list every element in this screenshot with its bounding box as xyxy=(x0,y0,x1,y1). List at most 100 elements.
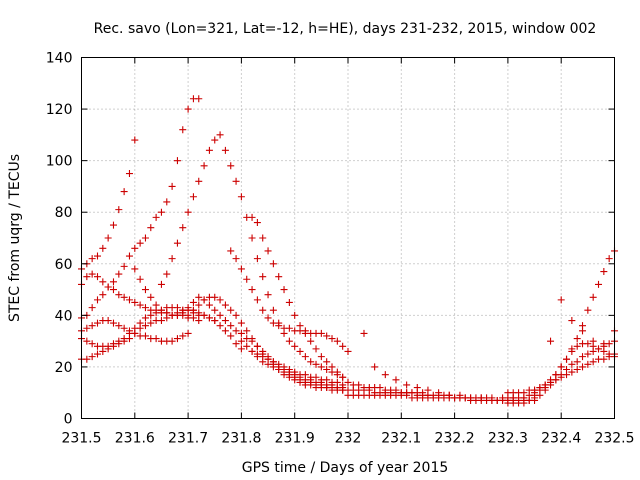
grid xyxy=(81,57,615,419)
data-point xyxy=(189,314,197,322)
data-point xyxy=(131,329,139,337)
data-point xyxy=(216,296,224,304)
data-point xyxy=(579,327,587,335)
data-point xyxy=(328,335,336,343)
data-point xyxy=(328,363,336,371)
data-point xyxy=(173,311,181,319)
x-tick-label: 231.8 xyxy=(221,431,261,447)
data-point xyxy=(200,162,208,170)
data-point xyxy=(589,358,597,366)
data-point xyxy=(232,177,240,185)
data-point xyxy=(275,322,283,330)
data-point xyxy=(600,355,608,363)
data-point xyxy=(573,366,581,374)
data-point xyxy=(189,193,197,201)
data-point xyxy=(301,353,309,361)
data-point xyxy=(88,270,96,278)
data-point xyxy=(253,219,261,227)
x-tick-label: 232.5 xyxy=(594,431,634,447)
data-point xyxy=(173,304,181,312)
data-point xyxy=(248,213,256,221)
x-tick-label: 232.3 xyxy=(488,431,528,447)
data-point xyxy=(312,360,320,368)
data-point xyxy=(280,363,288,371)
x-tick-label: 232.4 xyxy=(541,431,581,447)
data-point xyxy=(307,337,315,345)
y-tick-label: 60 xyxy=(55,257,73,273)
x-tick-label: 232.1 xyxy=(381,431,421,447)
data-point xyxy=(125,170,133,178)
data-point xyxy=(216,322,224,330)
data-point xyxy=(296,322,304,330)
data-point xyxy=(205,314,213,322)
x-tick-label: 232 xyxy=(335,431,362,447)
data-point xyxy=(573,335,581,343)
data-point xyxy=(99,244,107,252)
data-point xyxy=(152,335,160,343)
data-point xyxy=(179,224,187,232)
data-point xyxy=(264,355,272,363)
data-point xyxy=(408,389,416,397)
data-point xyxy=(579,363,587,371)
data-point xyxy=(317,363,325,371)
data-point xyxy=(227,306,235,314)
data-point xyxy=(211,293,219,301)
data-point xyxy=(600,347,608,355)
data-point xyxy=(131,298,139,306)
y-tick-labels: 0 20 40 60 80 100 120 140 xyxy=(46,51,73,428)
x-tick-label: 231.6 xyxy=(115,431,155,447)
y-tick-label: 40 xyxy=(55,308,73,324)
data-point xyxy=(136,301,144,309)
data-point xyxy=(237,345,245,353)
data-point xyxy=(403,381,411,389)
data-point xyxy=(584,306,592,314)
data-point xyxy=(109,278,117,286)
data-point xyxy=(339,373,347,381)
data-point xyxy=(248,335,256,343)
data-point xyxy=(184,105,192,113)
data-point xyxy=(157,306,165,314)
data-point xyxy=(253,350,261,358)
data-point xyxy=(147,224,155,232)
y-axis-title: STEC from uqrg / TECUs xyxy=(7,154,23,322)
data-point xyxy=(333,337,341,345)
data-point xyxy=(120,324,128,332)
data-point xyxy=(248,234,256,242)
data-point xyxy=(557,363,565,371)
data-point xyxy=(520,389,528,397)
data-point xyxy=(264,247,272,255)
data-point xyxy=(291,342,299,350)
data-point xyxy=(312,373,320,381)
data-point xyxy=(104,317,112,325)
data-point xyxy=(200,296,208,304)
data-point xyxy=(285,366,293,374)
data-point xyxy=(323,358,331,366)
data-point xyxy=(573,358,581,366)
y-tick-label: 0 xyxy=(64,412,73,428)
data-point xyxy=(83,273,91,281)
data-point xyxy=(141,314,149,322)
data-point xyxy=(296,347,304,355)
data-point xyxy=(467,394,475,402)
data-point xyxy=(269,260,277,268)
data-point xyxy=(344,378,352,386)
data-point xyxy=(275,273,283,281)
data-point xyxy=(595,345,603,353)
data-point xyxy=(589,293,597,301)
data-point xyxy=(179,126,187,134)
x-tick-label: 231.7 xyxy=(168,431,208,447)
data-point xyxy=(269,358,277,366)
data-point xyxy=(195,301,203,309)
data-point xyxy=(563,371,571,379)
data-point xyxy=(253,255,261,263)
data-point xyxy=(259,234,267,242)
data-point xyxy=(269,306,277,314)
data-point xyxy=(253,296,261,304)
data-point xyxy=(333,378,341,386)
data-point xyxy=(195,317,203,325)
data-point xyxy=(141,332,149,340)
data-point xyxy=(179,332,187,340)
data-point xyxy=(173,239,181,247)
data-point xyxy=(264,291,272,299)
data-point xyxy=(205,301,213,309)
